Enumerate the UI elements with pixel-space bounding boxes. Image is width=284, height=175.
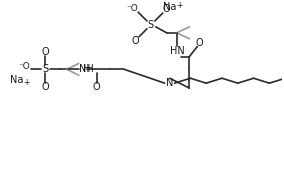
Text: +: +	[177, 1, 183, 10]
Text: S: S	[42, 64, 48, 74]
Text: Na: Na	[10, 75, 23, 85]
Text: S: S	[148, 20, 154, 30]
Text: N: N	[166, 78, 173, 88]
Text: HN: HN	[170, 46, 185, 56]
Text: NH: NH	[79, 64, 93, 74]
Text: O: O	[41, 82, 49, 92]
Text: Na: Na	[163, 2, 176, 12]
Text: H: H	[83, 64, 90, 74]
Text: +: +	[24, 78, 30, 87]
Text: ⁻O: ⁻O	[19, 62, 30, 71]
Text: O: O	[41, 47, 49, 57]
Text: O: O	[93, 82, 100, 92]
Text: O: O	[131, 36, 139, 46]
Text: ⁻O: ⁻O	[126, 4, 138, 13]
Text: O: O	[163, 4, 170, 14]
Text: O: O	[195, 38, 203, 48]
